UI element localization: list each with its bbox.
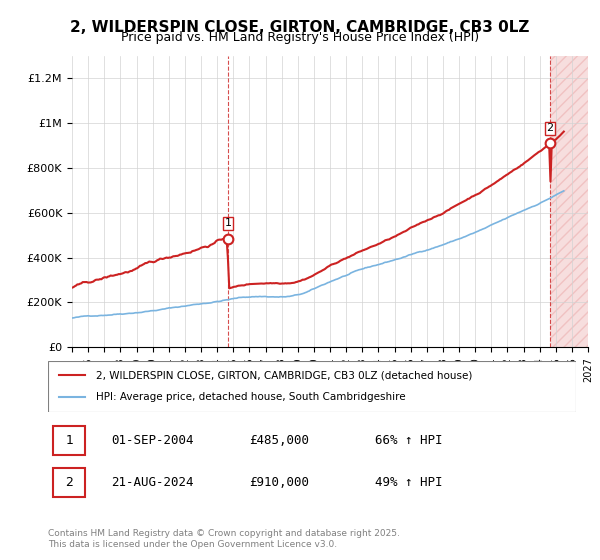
Text: 66% ↑ HPI: 66% ↑ HPI [376, 435, 443, 447]
Text: £910,000: £910,000 [248, 477, 308, 489]
Text: Price paid vs. HM Land Registry's House Price Index (HPI): Price paid vs. HM Land Registry's House … [121, 31, 479, 44]
Text: £485,000: £485,000 [248, 435, 308, 447]
Bar [550, 56, 588, 347]
FancyBboxPatch shape [48, 361, 576, 412]
Text: 1: 1 [65, 435, 73, 447]
Text: 21-AUG-2024: 21-AUG-2024 [112, 477, 194, 489]
Text: 49% ↑ HPI: 49% ↑ HPI [376, 477, 443, 489]
Text: 2: 2 [65, 477, 73, 489]
Text: 2, WILDERSPIN CLOSE, GIRTON, CAMBRIDGE, CB3 0LZ (detached house): 2, WILDERSPIN CLOSE, GIRTON, CAMBRIDGE, … [95, 370, 472, 380]
Text: 01-SEP-2004: 01-SEP-2004 [112, 435, 194, 447]
FancyBboxPatch shape [53, 468, 85, 497]
Text: Contains HM Land Registry data © Crown copyright and database right 2025.
This d: Contains HM Land Registry data © Crown c… [48, 529, 400, 549]
Text: 1: 1 [224, 218, 232, 228]
FancyBboxPatch shape [53, 426, 85, 455]
Text: HPI: Average price, detached house, South Cambridgeshire: HPI: Average price, detached house, Sout… [95, 393, 405, 403]
Text: 2, WILDERSPIN CLOSE, GIRTON, CAMBRIDGE, CB3 0LZ: 2, WILDERSPIN CLOSE, GIRTON, CAMBRIDGE, … [70, 20, 530, 35]
Text: 2: 2 [547, 123, 554, 133]
